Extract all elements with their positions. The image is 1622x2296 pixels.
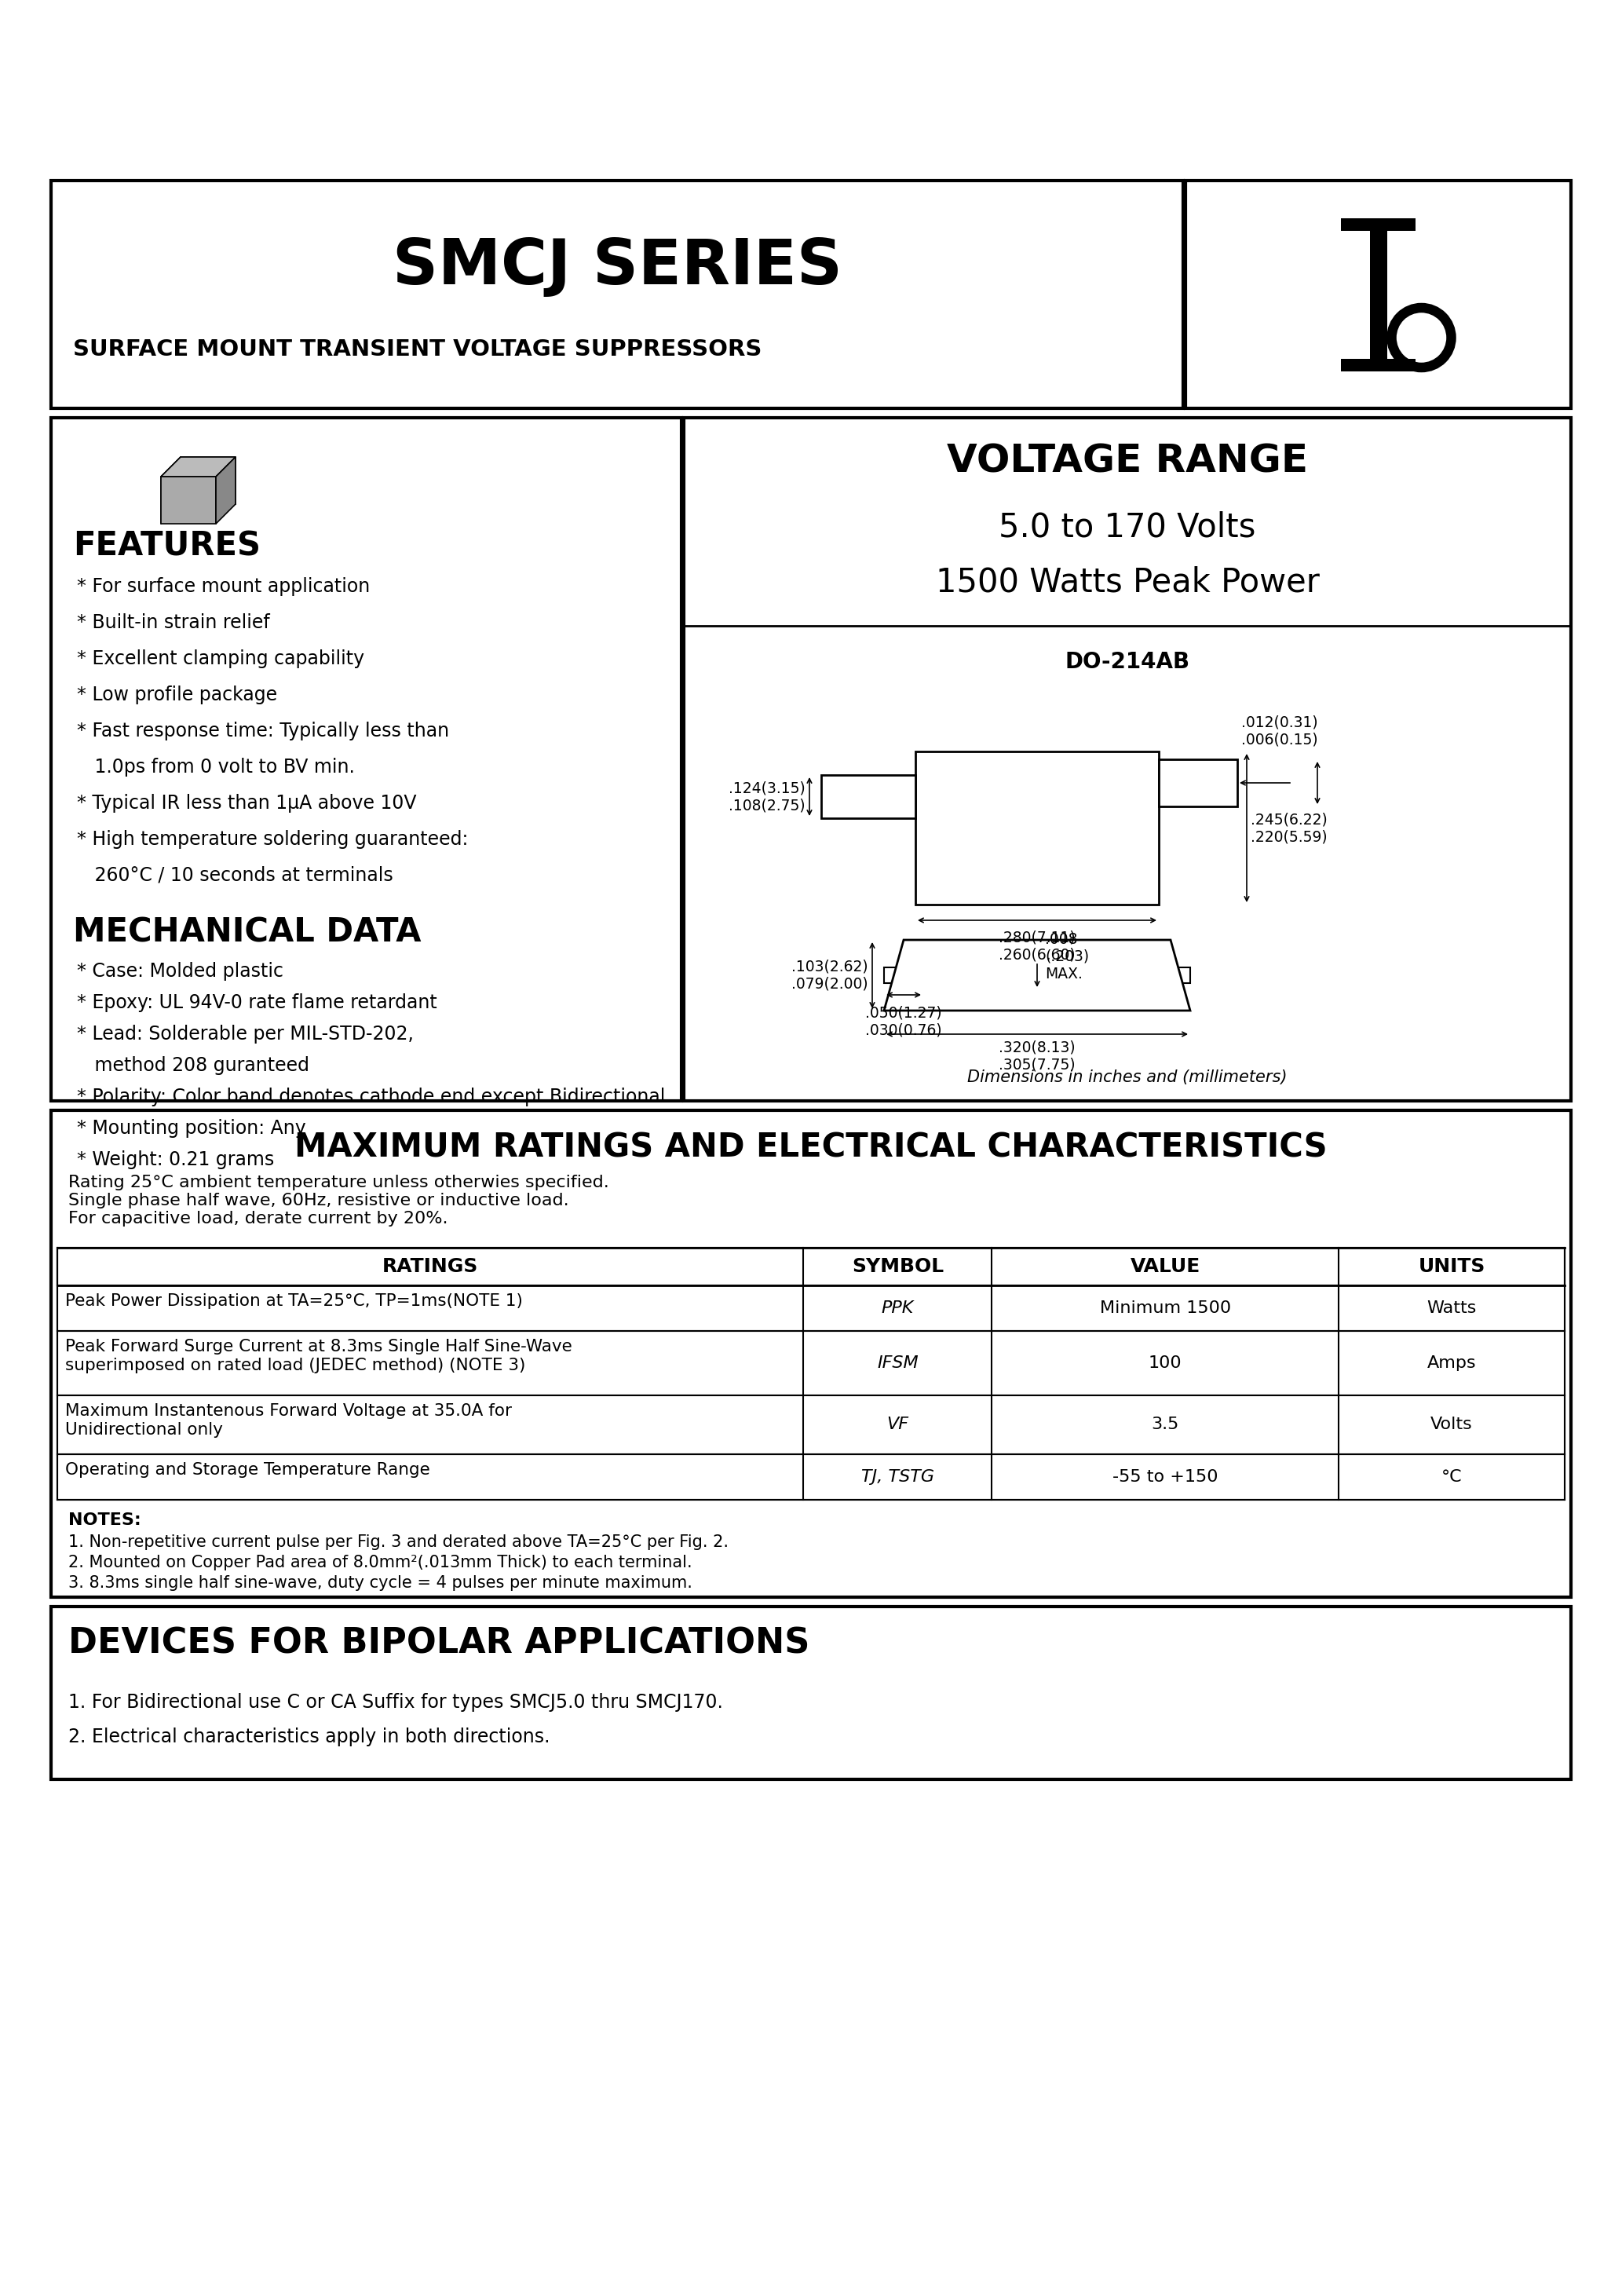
Text: Peak Power Dissipation at TA=25°C, TP=1ms(NOTE 1): Peak Power Dissipation at TA=25°C, TP=1m… — [65, 1293, 522, 1309]
Text: * Built-in strain relief: * Built-in strain relief — [76, 613, 269, 631]
Text: SMCJ SERIES: SMCJ SERIES — [393, 236, 842, 298]
Text: MECHANICAL DATA: MECHANICAL DATA — [73, 916, 422, 948]
Text: * Low profile package: * Low profile package — [76, 687, 277, 705]
Text: Operating and Storage Temperature Range: Operating and Storage Temperature Range — [65, 1463, 430, 1479]
Polygon shape — [180, 457, 235, 505]
Text: 3. 8.3ms single half sine-wave, duty cycle = 4 pulses per minute maximum.: 3. 8.3ms single half sine-wave, duty cyc… — [68, 1575, 693, 1591]
Polygon shape — [161, 478, 216, 523]
Text: Maximum Instantenous Forward Voltage at 35.0A for: Maximum Instantenous Forward Voltage at … — [65, 1403, 513, 1419]
Text: TJ, TSTG: TJ, TSTG — [861, 1469, 934, 1486]
Text: 2. Electrical characteristics apply in both directions.: 2. Electrical characteristics apply in b… — [68, 1727, 550, 1747]
Bar — [915, 751, 1158, 905]
Text: 2. Mounted on Copper Pad area of 8.0mm²(.013mm Thick) to each terminal.: 2. Mounted on Copper Pad area of 8.0mm²(… — [68, 1554, 693, 1570]
Text: * Case: Molded plastic: * Case: Molded plastic — [76, 962, 284, 980]
Polygon shape — [216, 457, 235, 523]
Text: IFSM: IFSM — [878, 1355, 918, 1371]
Text: DO-214AB: DO-214AB — [1066, 652, 1191, 673]
Text: DEVICES FOR BIPOLAR APPLICATIONS: DEVICES FOR BIPOLAR APPLICATIONS — [68, 1626, 809, 1660]
Text: .320(8.13)
.305(7.75): .320(8.13) .305(7.75) — [999, 1040, 1075, 1072]
Text: °C: °C — [1442, 1469, 1461, 1486]
Text: * Polarity: Color band denotes cathode end except Bidirectional: * Polarity: Color band denotes cathode e… — [76, 1088, 665, 1107]
Text: * High temperature soldering guaranteed:: * High temperature soldering guaranteed: — [76, 829, 469, 850]
Text: Watts: Watts — [1427, 1300, 1476, 1316]
Text: VOLTAGE RANGE: VOLTAGE RANGE — [947, 443, 1307, 480]
Text: NOTES:: NOTES: — [68, 1513, 141, 1529]
Text: * Epoxy: UL 94V-0 rate flame retardant: * Epoxy: UL 94V-0 rate flame retardant — [76, 994, 436, 1013]
Text: * Weight: 0.21 grams: * Weight: 0.21 grams — [76, 1150, 274, 1169]
Polygon shape — [884, 939, 1191, 1010]
Text: 1. For Bidirectional use C or CA Suffix for types SMCJ5.0 thru SMCJ170.: 1. For Bidirectional use C or CA Suffix … — [68, 1692, 723, 1713]
Text: VALUE: VALUE — [1131, 1258, 1200, 1277]
Text: Minimum 1500: Minimum 1500 — [1100, 1300, 1231, 1316]
Bar — [57, 1247, 1565, 1286]
Polygon shape — [161, 457, 235, 478]
Text: RATINGS: RATINGS — [383, 1258, 478, 1277]
Bar — [821, 776, 915, 817]
Text: * For surface mount application: * For surface mount application — [76, 576, 370, 597]
Text: Amps: Amps — [1427, 1355, 1476, 1371]
Text: FEATURES: FEATURES — [73, 530, 261, 563]
Text: SURFACE MOUNT TRANSIENT VOLTAGE SUPPRESSORS: SURFACE MOUNT TRANSIENT VOLTAGE SUPPRESS… — [73, 338, 762, 360]
Text: 260°C / 10 seconds at terminals: 260°C / 10 seconds at terminals — [76, 866, 393, 884]
Text: 3.5: 3.5 — [1152, 1417, 1179, 1433]
Text: Dimensions in inches and (millimeters): Dimensions in inches and (millimeters) — [967, 1070, 1288, 1086]
Text: .012(0.31)
.006(0.15): .012(0.31) .006(0.15) — [1241, 716, 1317, 748]
Text: * Fast response time: Typically less than: * Fast response time: Typically less tha… — [76, 721, 449, 742]
Text: 100: 100 — [1148, 1355, 1182, 1371]
Polygon shape — [161, 457, 180, 523]
Text: .050(1.27)
.030(0.76): .050(1.27) .030(0.76) — [865, 1006, 942, 1038]
Text: 1500 Watts Peak Power: 1500 Watts Peak Power — [936, 567, 1319, 599]
Text: * Mounting position: Any: * Mounting position: Any — [76, 1118, 307, 1139]
Bar — [50, 1111, 1572, 1598]
Bar — [1341, 358, 1416, 372]
Text: -55 to +150: -55 to +150 — [1113, 1469, 1218, 1486]
Text: .103(2.62)
.079(2.00): .103(2.62) .079(2.00) — [792, 960, 868, 992]
Text: MAXIMUM RATINGS AND ELECTRICAL CHARACTERISTICS: MAXIMUM RATINGS AND ELECTRICAL CHARACTER… — [295, 1132, 1327, 1164]
Text: * Excellent clamping capability: * Excellent clamping capability — [76, 650, 365, 668]
Bar — [1158, 760, 1238, 806]
Text: * Lead: Solderable per MIL-STD-202,: * Lead: Solderable per MIL-STD-202, — [76, 1024, 414, 1045]
Text: Rating 25°C ambient temperature unless otherwies specified.
Single phase half wa: Rating 25°C ambient temperature unless o… — [68, 1176, 608, 1226]
Bar — [1152, 967, 1191, 983]
Bar — [50, 418, 681, 1100]
Bar — [1006, 990, 1069, 1006]
Bar — [1341, 218, 1416, 230]
Text: Unidirectional only: Unidirectional only — [65, 1421, 222, 1437]
Bar — [57, 1247, 1565, 1499]
Bar — [1186, 181, 1572, 409]
Text: UNITS: UNITS — [1418, 1258, 1486, 1277]
Text: 1. Non-repetitive current pulse per Fig. 3 and derated above TA=25°C per Fig. 2.: 1. Non-repetitive current pulse per Fig.… — [68, 1534, 728, 1550]
Bar — [50, 181, 1182, 409]
Text: .008
(.203)
MAX.: .008 (.203) MAX. — [1045, 932, 1088, 980]
Text: 1.0ps from 0 volt to BV min.: 1.0ps from 0 volt to BV min. — [76, 758, 355, 776]
Text: Peak Forward Surge Current at 8.3ms Single Half Sine-Wave: Peak Forward Surge Current at 8.3ms Sing… — [65, 1339, 573, 1355]
Text: .124(3.15)
.108(2.75): .124(3.15) .108(2.75) — [728, 781, 806, 813]
Text: * Typical IR less than 1μA above 10V: * Typical IR less than 1μA above 10V — [76, 794, 417, 813]
Text: superimposed on rated load (JEDEC method) (NOTE 3): superimposed on rated load (JEDEC method… — [65, 1357, 526, 1373]
Bar — [50, 1607, 1572, 1779]
Text: Volts: Volts — [1431, 1417, 1473, 1433]
Bar — [1369, 230, 1387, 358]
Text: PPK: PPK — [881, 1300, 913, 1316]
Text: method 208 guranteed: method 208 guranteed — [76, 1056, 310, 1075]
Text: 5.0 to 170 Volts: 5.0 to 170 Volts — [999, 512, 1255, 544]
Text: SYMBOL: SYMBOL — [852, 1258, 944, 1277]
Text: VF: VF — [887, 1417, 908, 1433]
Bar — [884, 967, 923, 983]
Bar — [684, 418, 1572, 1100]
Text: .245(6.22)
.220(5.59): .245(6.22) .220(5.59) — [1251, 813, 1327, 845]
Text: .280(7.11)
.260(6.60): .280(7.11) .260(6.60) — [999, 930, 1075, 962]
